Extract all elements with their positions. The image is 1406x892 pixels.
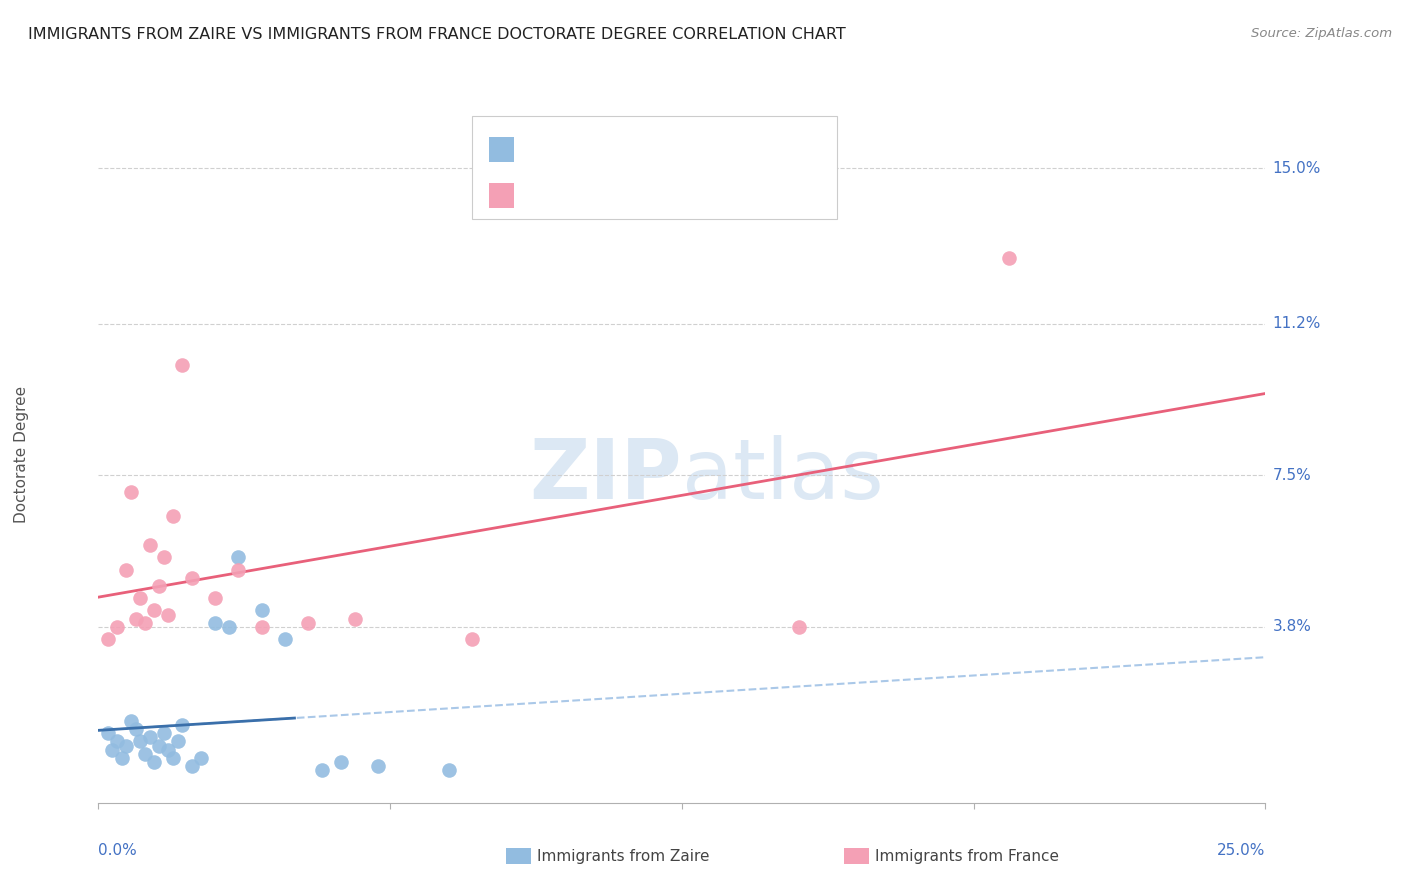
Point (148, 739, 170, 753)
Text: ZIP: ZIP (530, 435, 682, 516)
Text: N =: N = (638, 182, 672, 197)
Point (180, 759, 202, 773)
Point (787, 620, 810, 634)
Point (172, 358, 194, 372)
Point (139, 731, 162, 745)
Point (204, 615, 226, 630)
Point (228, 562, 250, 576)
Text: 28: 28 (666, 136, 688, 151)
Point (105, 620, 128, 634)
Point (997, 252, 1019, 266)
Point (204, 591, 226, 606)
Point (148, 579, 170, 593)
Point (120, 714, 142, 728)
Text: Source: ZipAtlas.com: Source: ZipAtlas.com (1251, 27, 1392, 40)
Point (143, 755, 166, 769)
Point (250, 603, 273, 617)
Text: 0.379: 0.379 (554, 136, 602, 151)
Text: Doctorate Degree: Doctorate Degree (14, 386, 28, 524)
Point (367, 759, 389, 773)
Point (97, 726, 120, 740)
Point (139, 538, 162, 552)
Point (330, 755, 353, 769)
Text: R =: R = (526, 182, 558, 197)
Point (97, 632, 120, 646)
Text: 11.2%: 11.2% (1272, 317, 1320, 332)
Text: 3.8%: 3.8% (1272, 619, 1312, 634)
Text: 15.0%: 15.0% (1272, 161, 1320, 176)
Point (120, 484, 142, 499)
Point (125, 722, 148, 736)
Point (162, 751, 184, 765)
Text: atlas: atlas (682, 435, 883, 516)
Point (101, 742, 124, 756)
Point (218, 620, 240, 634)
Point (134, 747, 156, 761)
Point (228, 550, 250, 565)
Text: Immigrants from France: Immigrants from France (875, 849, 1059, 863)
Point (461, 632, 484, 646)
Point (274, 632, 297, 646)
Text: 7.5%: 7.5% (1272, 468, 1312, 483)
Point (105, 734, 128, 748)
Point (172, 718, 194, 732)
Point (157, 742, 180, 756)
Point (166, 734, 188, 748)
Point (297, 615, 319, 630)
Point (129, 734, 152, 748)
Point (344, 612, 367, 626)
Point (250, 620, 273, 634)
Text: R =: R = (526, 136, 558, 151)
Text: 23: 23 (666, 182, 688, 197)
Point (162, 509, 184, 524)
Point (129, 591, 152, 606)
Point (115, 562, 138, 576)
Point (143, 603, 166, 617)
Point (125, 612, 148, 626)
Point (311, 763, 333, 777)
Point (115, 739, 138, 753)
Point (111, 751, 134, 765)
Text: 25.0%: 25.0% (1218, 843, 1265, 858)
Text: IMMIGRANTS FROM ZAIRE VS IMMIGRANTS FROM FRANCE DOCTORATE DEGREE CORRELATION CHA: IMMIGRANTS FROM ZAIRE VS IMMIGRANTS FROM… (28, 27, 846, 42)
Point (152, 550, 174, 565)
Point (190, 751, 212, 765)
Text: 0.0%: 0.0% (98, 843, 138, 858)
Text: Immigrants from Zaire: Immigrants from Zaire (537, 849, 710, 863)
Point (437, 763, 460, 777)
Point (134, 615, 156, 630)
Text: N =: N = (638, 136, 672, 151)
Point (180, 571, 202, 585)
Point (152, 726, 174, 740)
Point (157, 607, 180, 622)
Text: 0.351: 0.351 (554, 182, 602, 197)
